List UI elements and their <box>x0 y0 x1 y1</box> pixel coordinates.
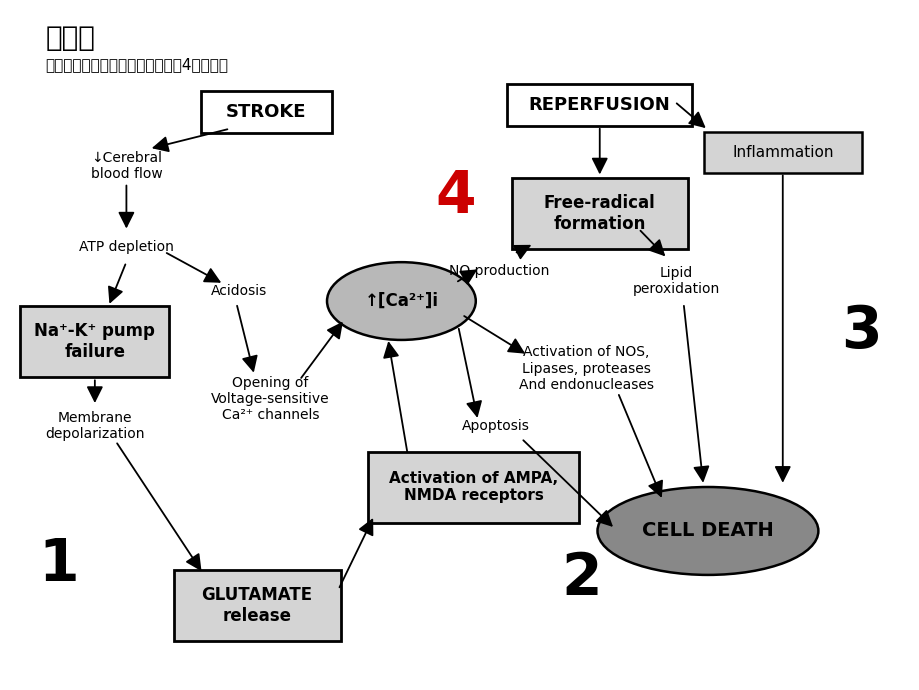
Text: 1: 1 <box>39 536 79 593</box>
Text: ↓Cerebral
blood flow: ↓Cerebral blood flow <box>90 150 162 181</box>
Text: Free-radical
formation: Free-radical formation <box>543 194 655 233</box>
FancyBboxPatch shape <box>174 570 340 641</box>
Text: CELL DEATH: CELL DEATH <box>641 522 773 540</box>
Text: NO production: NO production <box>448 264 549 277</box>
Text: Membrane
depolarization: Membrane depolarization <box>45 411 144 441</box>
Text: ↑[Ca²⁺]i: ↑[Ca²⁺]i <box>364 292 438 310</box>
Text: ATP depletion: ATP depletion <box>79 240 174 254</box>
Text: Acidosis: Acidosis <box>210 284 267 298</box>
Text: GLUTAMATE
release: GLUTAMATE release <box>201 586 312 624</box>
FancyBboxPatch shape <box>703 132 861 172</box>
Text: Na⁺-K⁺ pump
failure: Na⁺-K⁺ pump failure <box>34 322 155 361</box>
Text: REPERFUSION: REPERFUSION <box>528 96 670 114</box>
FancyBboxPatch shape <box>20 306 169 377</box>
Text: Inflammation: Inflammation <box>732 145 833 160</box>
Text: 2: 2 <box>561 550 601 607</box>
Text: 4: 4 <box>435 168 475 225</box>
Text: Apoptosis: Apoptosis <box>461 419 529 433</box>
FancyBboxPatch shape <box>511 177 686 248</box>
Text: 缺血性瀋布效应中，神经保护药用4大作用点: 缺血性瀋布效应中，神经保护药用4大作用点 <box>45 57 228 72</box>
Ellipse shape <box>326 262 475 340</box>
FancyBboxPatch shape <box>506 84 691 126</box>
Text: Activation of AMPA,
NMDA receptors: Activation of AMPA, NMDA receptors <box>389 471 558 503</box>
Text: Activation of NOS,
Lipases, proteases
And endonucleases: Activation of NOS, Lipases, proteases An… <box>518 346 653 392</box>
Text: 3: 3 <box>840 303 880 360</box>
Text: 脑卒中: 脑卒中 <box>45 23 95 52</box>
Ellipse shape <box>596 487 818 575</box>
Text: Opening of
Voltage-sensitive
Ca²⁺ channels: Opening of Voltage-sensitive Ca²⁺ channe… <box>211 376 330 422</box>
FancyBboxPatch shape <box>368 451 579 522</box>
Text: STROKE: STROKE <box>226 103 306 121</box>
FancyBboxPatch shape <box>200 91 331 132</box>
Text: Lipid
peroxidation: Lipid peroxidation <box>632 266 720 296</box>
